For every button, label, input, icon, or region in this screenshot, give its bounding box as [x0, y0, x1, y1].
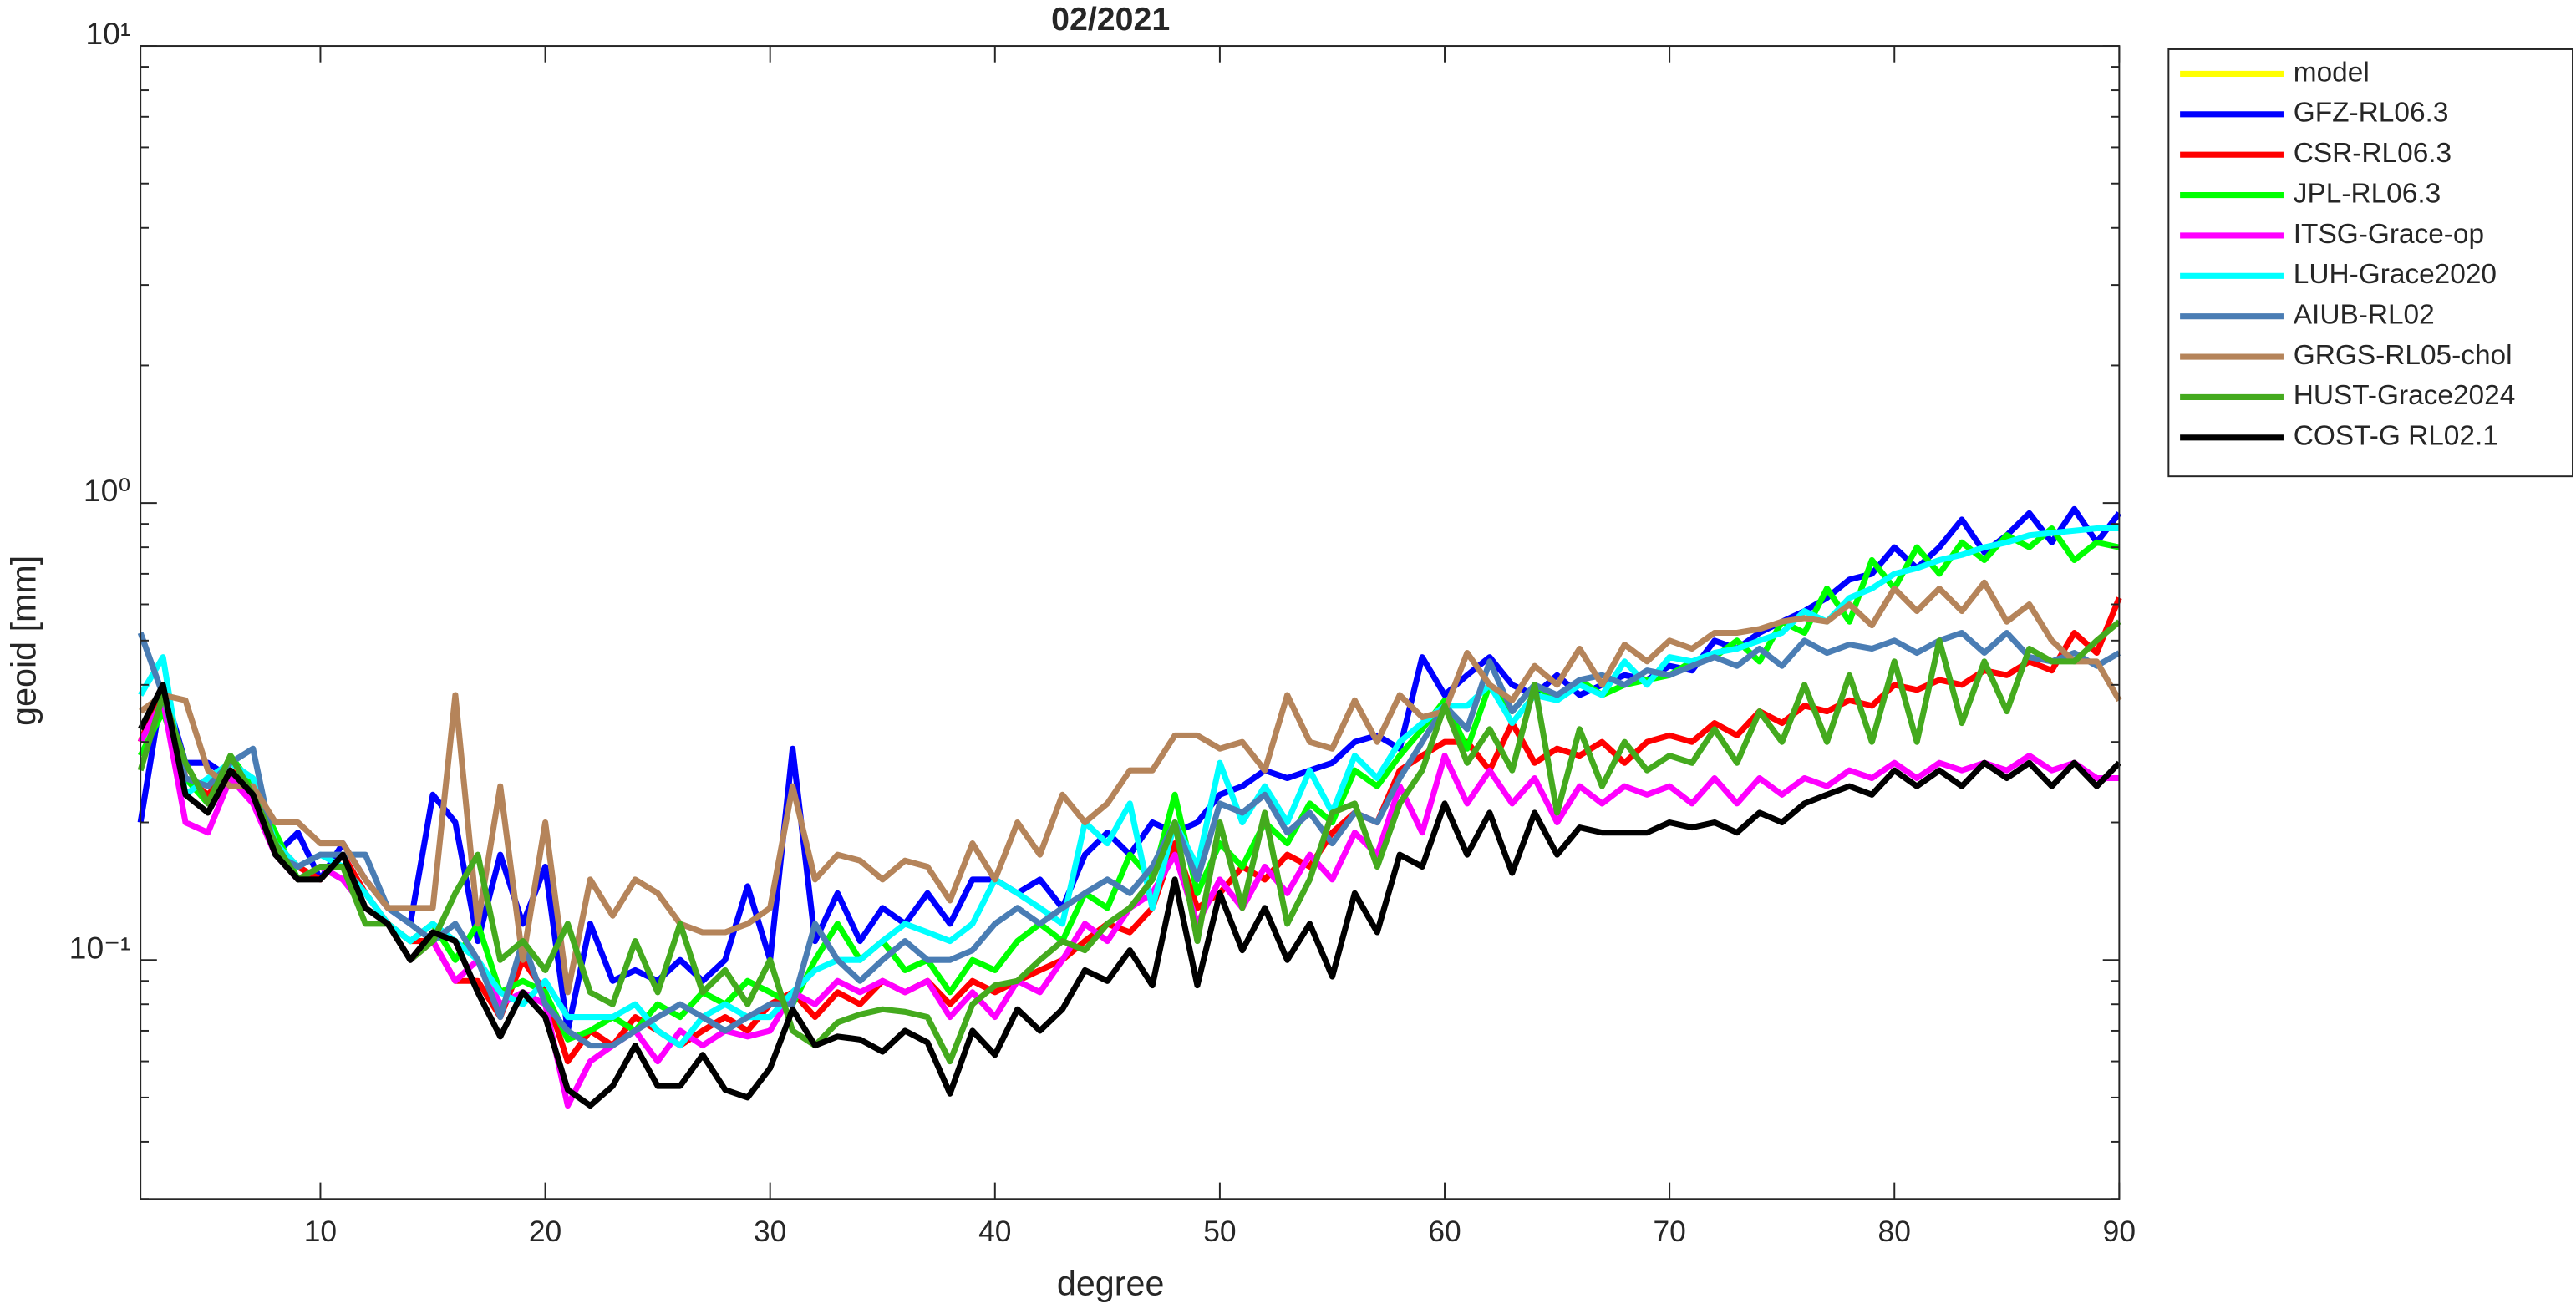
series-line	[137, 619, 2121, 1065]
x-tick-label: 80	[1878, 1215, 1911, 1248]
x-tick-label: 30	[754, 1215, 786, 1248]
legend-label: CSR-RL06.3	[2294, 138, 2452, 169]
series-line	[138, 682, 2121, 1109]
x-tick-label: 40	[978, 1215, 1011, 1248]
series-line	[139, 579, 2122, 996]
legend-label: JPL-RL06.3	[2294, 178, 2441, 209]
y-tick-label: 10⁰	[84, 473, 131, 508]
legend-label: LUH-Grace2020	[2294, 259, 2497, 290]
legend-label: model	[2294, 57, 2370, 88]
y-axis-label: geoid [mm]	[4, 556, 43, 726]
legend-label: GFZ-RL06.3	[2294, 98, 2449, 129]
x-tick-label: 60	[1428, 1215, 1461, 1248]
legend-label: COST-G RL02.1	[2294, 421, 2498, 452]
x-tick-label: 50	[1203, 1215, 1236, 1248]
legend-label: ITSG-Grace-op	[2294, 219, 2484, 250]
series-line	[138, 525, 2120, 1049]
y-tick-label: 10¹	[85, 16, 130, 51]
plot-frame	[140, 45, 2121, 1200]
series-line	[137, 629, 2121, 1049]
y-tick-label: 10⁻¹	[69, 930, 131, 965]
legend-label: HUST-Grace2024	[2294, 380, 2516, 411]
x-tick-label: 90	[2103, 1215, 2136, 1248]
x-tick-label: 20	[529, 1215, 561, 1248]
chart-title: 02/2021	[1051, 1, 1170, 38]
legend-label: GRGS-RL05-chol	[2294, 340, 2512, 371]
legend-label: AIUB-RL02	[2294, 300, 2435, 331]
legend-box	[2167, 48, 2573, 478]
x-tick-label: 10	[304, 1215, 337, 1248]
x-axis-label: degree	[1057, 1264, 1165, 1302]
x-tick-label: 70	[1653, 1215, 1685, 1248]
